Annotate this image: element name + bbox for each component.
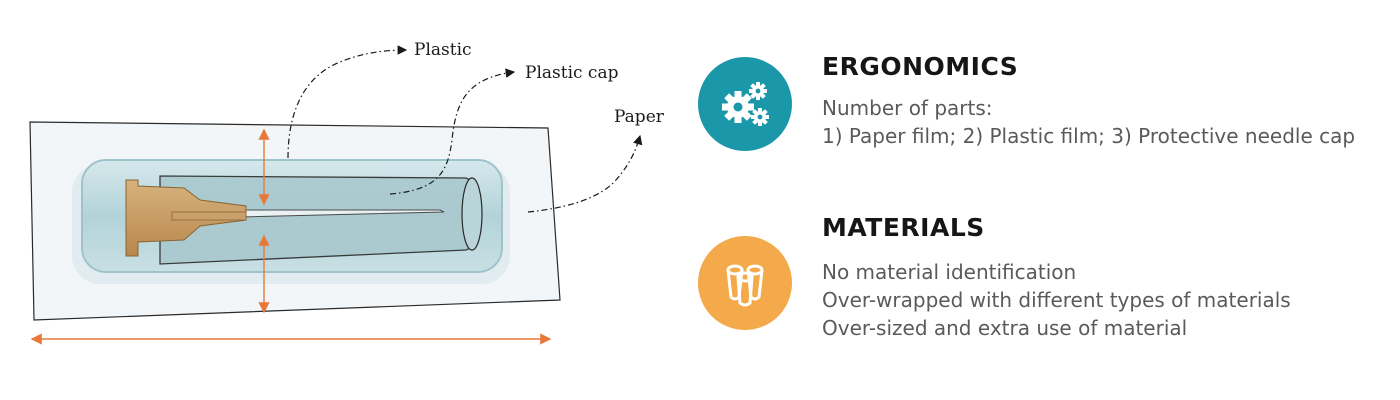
plastic-callout-line	[287, 45, 408, 159]
ergonomics-line: Number of parts:	[822, 96, 993, 120]
ergonomics-title: ERGONOMICS	[822, 52, 1019, 81]
materials-line: Over-wrapped with different types of mat…	[822, 288, 1291, 312]
materials-lines: No material identification Over-wrapped …	[822, 258, 1291, 342]
materials-icon-circle	[698, 236, 792, 330]
needle-packaging-diagram	[29, 45, 643, 345]
materials-line: No material identification	[822, 260, 1077, 284]
ergonomics-line: 1) Paper film; 2) Plastic film; 3) Prote…	[822, 124, 1356, 148]
material-rolls-icon	[726, 264, 764, 307]
label-plastic: Plastic	[414, 40, 472, 60]
label-plastic-cap: Plastic cap	[525, 63, 619, 83]
label-paper: Paper	[614, 107, 664, 127]
ergonomics-icon-circle	[698, 57, 792, 151]
materials-line: Over-sized and extra use of material	[822, 316, 1188, 340]
materials-title: MATERIALS	[822, 213, 985, 242]
ergonomics-lines: Number of parts: 1) Paper film; 2) Plast…	[822, 94, 1355, 150]
paper-callout-line	[527, 134, 643, 213]
needle-hub	[125, 179, 247, 257]
gears-icon	[722, 82, 769, 126]
